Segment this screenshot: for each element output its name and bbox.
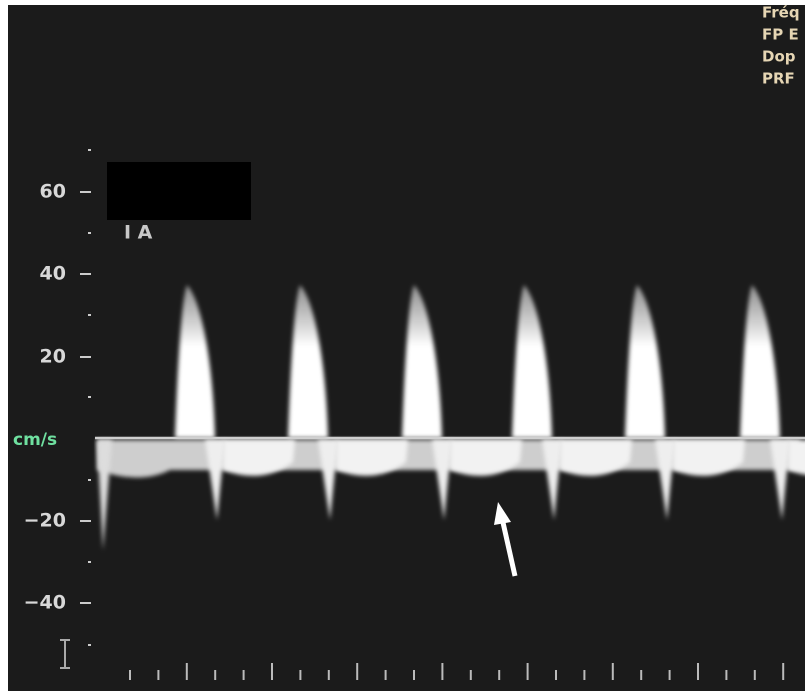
overlay-label: I A — [124, 222, 153, 244]
doppler-display: 60 40 20 −20 −40 cm/s I A Fréq FP E Dop PRF — [0, 0, 805, 695]
scale-label: −40 — [24, 592, 66, 614]
ultrasound-screenshot: 60 40 20 −20 −40 cm/s I A Fréq FP E Dop PRF — [0, 0, 805, 695]
setting-label: PRF — [762, 70, 795, 88]
redaction-box — [107, 162, 251, 220]
setting-label: FP E — [762, 26, 799, 44]
setting-label: Dop — [762, 48, 796, 66]
scale-label: 60 — [40, 181, 66, 203]
scale-label: 40 — [40, 263, 66, 285]
scale-label: 20 — [40, 346, 66, 368]
scale-label: −20 — [24, 510, 66, 532]
scale-unit: cm/s — [13, 430, 57, 450]
setting-label: Fréq — [762, 4, 800, 22]
flow-band — [788, 440, 805, 476]
